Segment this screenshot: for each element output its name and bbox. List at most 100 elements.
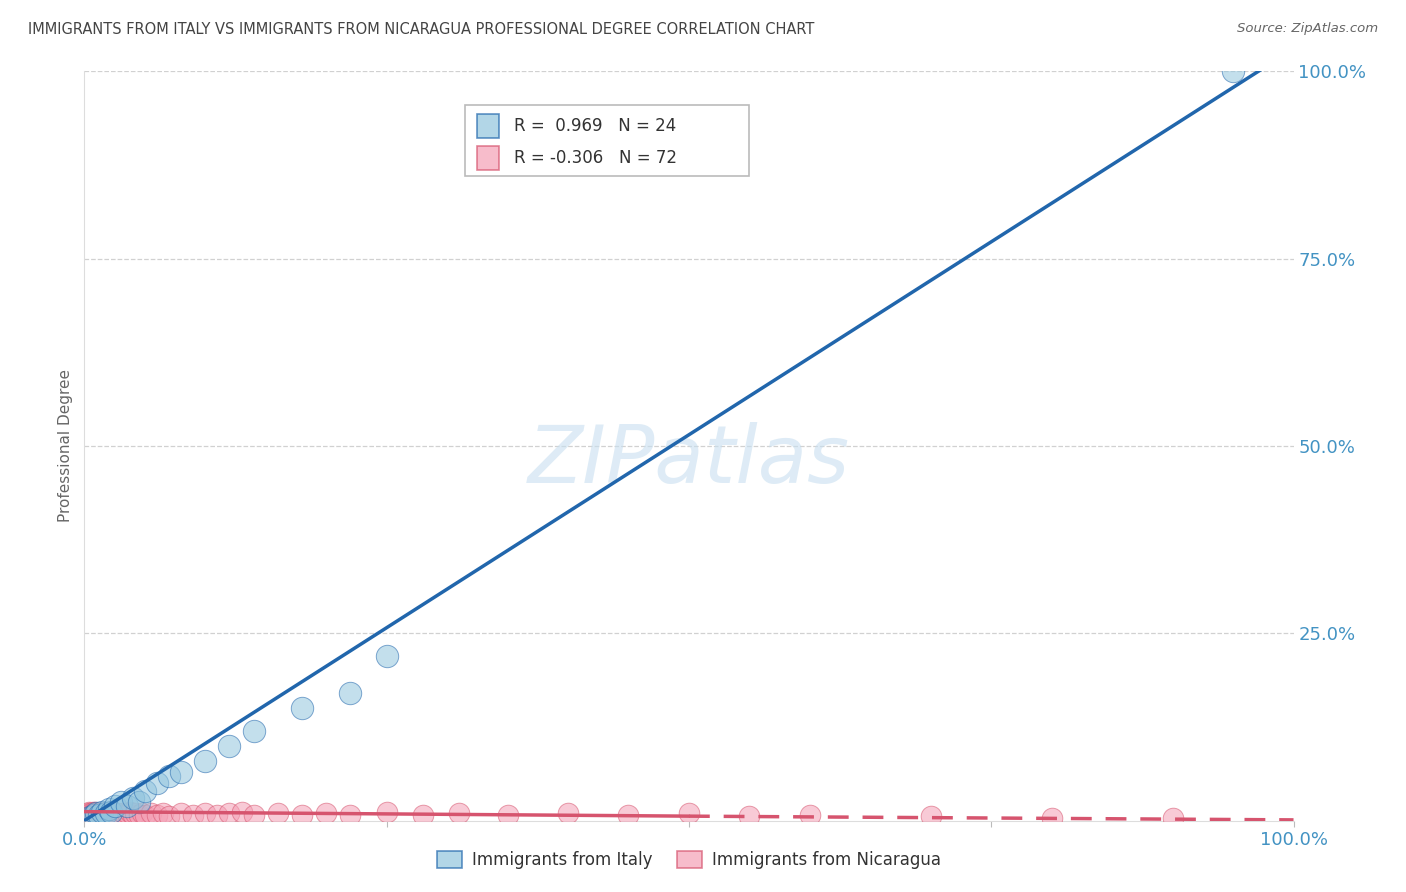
Point [449,806,471,821]
Point [105,809,128,823]
Point [83,807,105,822]
Point [146,807,169,822]
Point [181,807,204,822]
Point [91,805,114,819]
Point [412,807,434,822]
Point [194,754,217,768]
Point [157,809,180,823]
Point [87,807,110,822]
Point [115,806,138,821]
Point [79,810,101,824]
Point [157,769,180,783]
Point [104,807,127,822]
Point [103,806,125,821]
Point [83,809,105,823]
Point [1222,64,1244,78]
Point [97,802,120,816]
Point [799,807,821,822]
Point [97,807,120,822]
Point [91,809,114,823]
Point [84,807,107,822]
Point [496,807,519,822]
Point [76,807,98,822]
Point [557,806,579,821]
Point [617,807,640,822]
Point [110,795,132,809]
Point [100,805,122,819]
Point [146,776,169,790]
Text: Source: ZipAtlas.com: Source: ZipAtlas.com [1237,22,1378,36]
Point [97,805,120,819]
Point [104,798,127,813]
Point [82,805,104,819]
Point [1040,811,1063,825]
Point [77,806,100,821]
Point [120,805,142,819]
Point [83,806,105,821]
Point [134,783,156,797]
Point [218,806,240,821]
Point [82,806,104,821]
Point [242,723,264,738]
Point [139,806,162,821]
Point [79,806,101,821]
Text: IMMIGRANTS FROM ITALY VS IMMIGRANTS FROM NICARAGUA PROFESSIONAL DEGREE CORRELATI: IMMIGRANTS FROM ITALY VS IMMIGRANTS FROM… [28,22,814,37]
Point [114,807,136,822]
Point [77,805,100,819]
Point [86,807,108,822]
Point [84,805,107,819]
Point [98,807,121,822]
Text: ZIPatlas: ZIPatlas [527,422,851,500]
Text: R =  0.969   N = 24: R = 0.969 N = 24 [513,117,676,135]
Point [86,809,108,823]
Point [339,807,361,822]
Point [375,805,398,819]
FancyBboxPatch shape [478,114,499,138]
FancyBboxPatch shape [465,105,749,177]
Point [86,806,108,821]
Point [89,807,111,822]
Point [170,806,193,821]
Point [267,806,290,821]
Point [231,805,253,819]
Point [90,806,112,821]
Point [80,807,103,822]
Point [738,809,761,823]
Point [1161,811,1184,825]
Point [86,806,108,821]
Point [339,686,361,700]
Point [207,807,229,822]
Point [91,806,114,821]
Point [112,806,135,821]
Point [93,807,115,822]
Point [94,806,117,821]
Text: R = -0.306   N = 72: R = -0.306 N = 72 [513,149,676,167]
Point [131,806,153,821]
Y-axis label: Professional Degree: Professional Degree [58,369,73,523]
Point [79,810,101,824]
Point [101,809,124,823]
Point [87,810,110,824]
Point [375,648,398,663]
FancyBboxPatch shape [478,145,499,169]
Point [121,807,143,822]
Point [124,806,146,821]
Point [121,791,143,805]
Point [170,764,193,779]
Legend: Immigrants from Italy, Immigrants from Nicaragua: Immigrants from Italy, Immigrants from N… [430,845,948,876]
Point [96,806,118,821]
Point [128,795,150,809]
Point [291,701,314,715]
Point [678,806,700,821]
Point [104,806,127,821]
Point [87,806,110,821]
Point [100,806,122,821]
Point [291,807,314,822]
Point [107,806,129,821]
Point [315,806,337,821]
Point [242,807,264,822]
Point [128,807,150,822]
Point [94,809,117,823]
Point [218,739,240,753]
Point [134,807,156,822]
